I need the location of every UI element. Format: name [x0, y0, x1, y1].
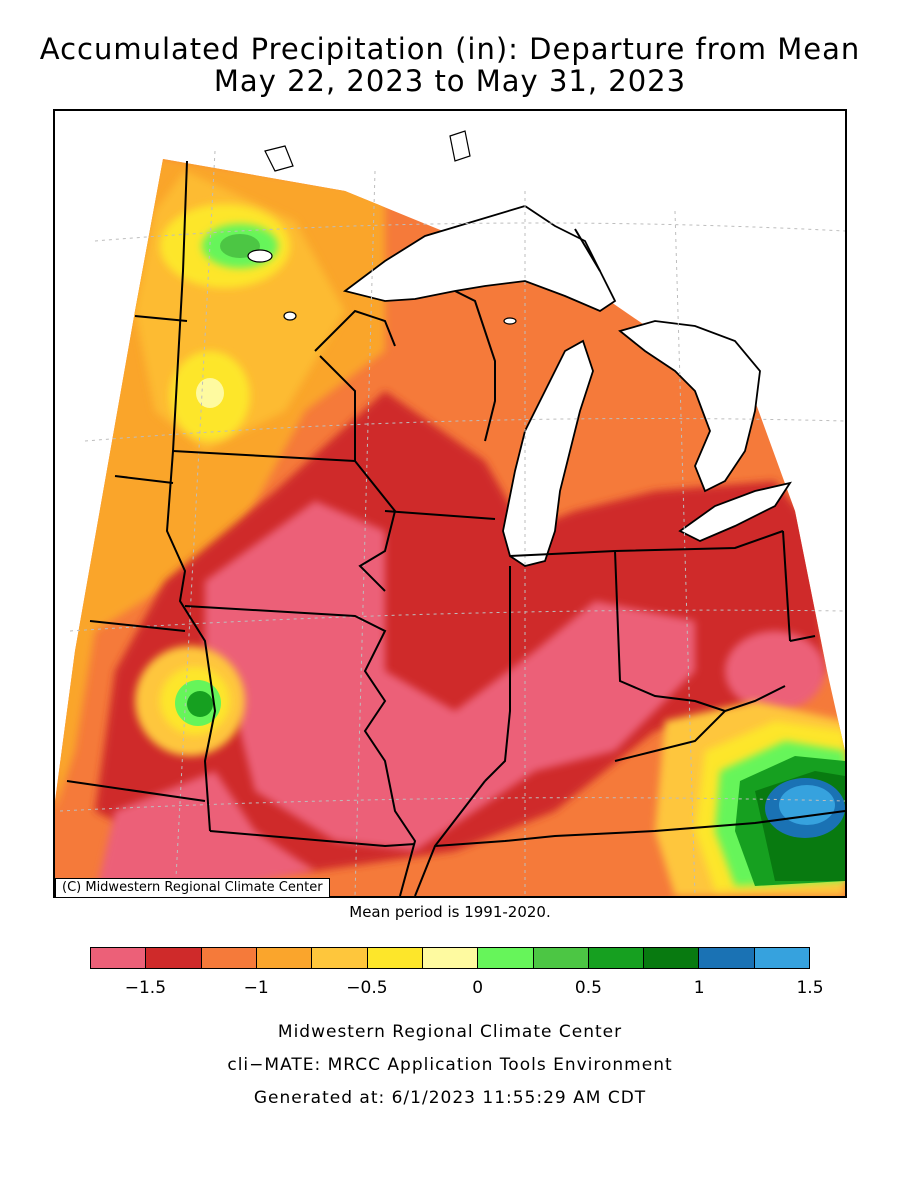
lake-erie: [678, 481, 792, 542]
legend-bin-1: [146, 948, 202, 968]
legend-colorbar: [90, 947, 810, 969]
legend-bin-11: [699, 948, 755, 968]
legend-tick-label: 0.5: [574, 978, 602, 998]
legend-tick-label: −1: [243, 978, 269, 998]
field-pink-center: [205, 501, 695, 851]
legend-bin-4: [312, 948, 368, 968]
lake-superior: [342, 205, 617, 313]
state-borders: [66, 160, 845, 896]
graticule: [59, 150, 845, 896]
field-pink-oh: [725, 631, 825, 711]
legend-bin-0: [91, 948, 147, 968]
credit-box: (C) Midwestern Regional Climate Center: [55, 878, 330, 898]
footer-line2: cli−MATE: MRCC Application Tools Environ…: [227, 1055, 673, 1075]
lake-michigan: [502, 339, 594, 567]
precipitation-map: [53, 109, 847, 898]
legend-tick-label: −0.5: [346, 978, 388, 998]
legend-tick-label: 1.5: [796, 978, 824, 998]
legend-bin-6: [422, 948, 479, 968]
legend-bin-5: [367, 948, 423, 968]
legend-bin-9: [588, 948, 645, 968]
field-pink-sw: [95, 771, 315, 896]
great-lakes: [342, 205, 792, 567]
islands: [247, 130, 517, 325]
legend-tick-label: 0: [472, 978, 484, 998]
legend-bin-12: [754, 948, 810, 968]
lake-huron: [618, 320, 761, 493]
field-mn-pale: [196, 378, 224, 408]
legend-bin-3: [256, 948, 313, 968]
mean-period-note: Mean period is 1991-2020.: [349, 903, 551, 921]
border-nd-mn: [172, 160, 188, 452]
legend-bin-2: [201, 948, 257, 968]
legend-tick-label: 1: [693, 978, 705, 998]
legend-tick-label: −1.5: [124, 978, 167, 998]
legend-bin-10: [644, 948, 700, 968]
field-ne-darkgreen: [187, 691, 213, 717]
legend-bin-7: [478, 948, 534, 968]
map-title-line2: May 22, 2023 to May 31, 2023: [213, 64, 687, 98]
footer-line1: Midwestern Regional Climate Center: [277, 1022, 623, 1042]
footer-line3: Generated at: 6/1/2023 11:55:29 AM CDT: [253, 1088, 647, 1108]
legend-bin-8: [533, 948, 589, 968]
map-title-line1: Accumulated Precipitation (in): Departur…: [39, 32, 861, 66]
